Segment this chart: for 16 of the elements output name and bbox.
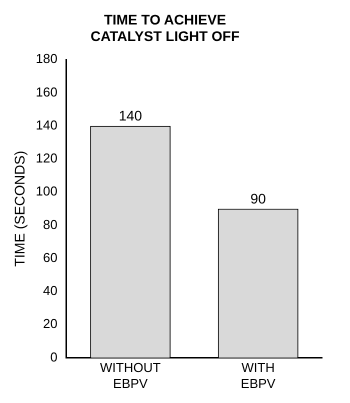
y-tick-label: 60 bbox=[43, 250, 58, 265]
y-tick-label: 0 bbox=[50, 349, 58, 364]
x-tick-label: WITHOUT EBPV bbox=[100, 360, 161, 391]
chart-title: TIME TO ACHIEVE CATALYST LIGHT OFF bbox=[90, 11, 240, 44]
y-tick-label: 160 bbox=[36, 84, 58, 100]
y-tick-label: 180 bbox=[36, 51, 58, 66]
y-tick-label: 20 bbox=[43, 316, 58, 332]
y-axis-title: TIME (SECONDS) bbox=[11, 150, 28, 267]
y-tick-label: 120 bbox=[36, 150, 58, 166]
data-label: 90 bbox=[250, 190, 266, 207]
y-tick-label: 140 bbox=[36, 117, 58, 132]
y-tick-label: 80 bbox=[43, 216, 58, 232]
y-tick-label: 40 bbox=[43, 283, 58, 298]
data-label: 140 bbox=[118, 108, 142, 124]
y-tick-label: 100 bbox=[36, 184, 58, 199]
x-tick-label: WITH EBPV bbox=[240, 360, 276, 391]
